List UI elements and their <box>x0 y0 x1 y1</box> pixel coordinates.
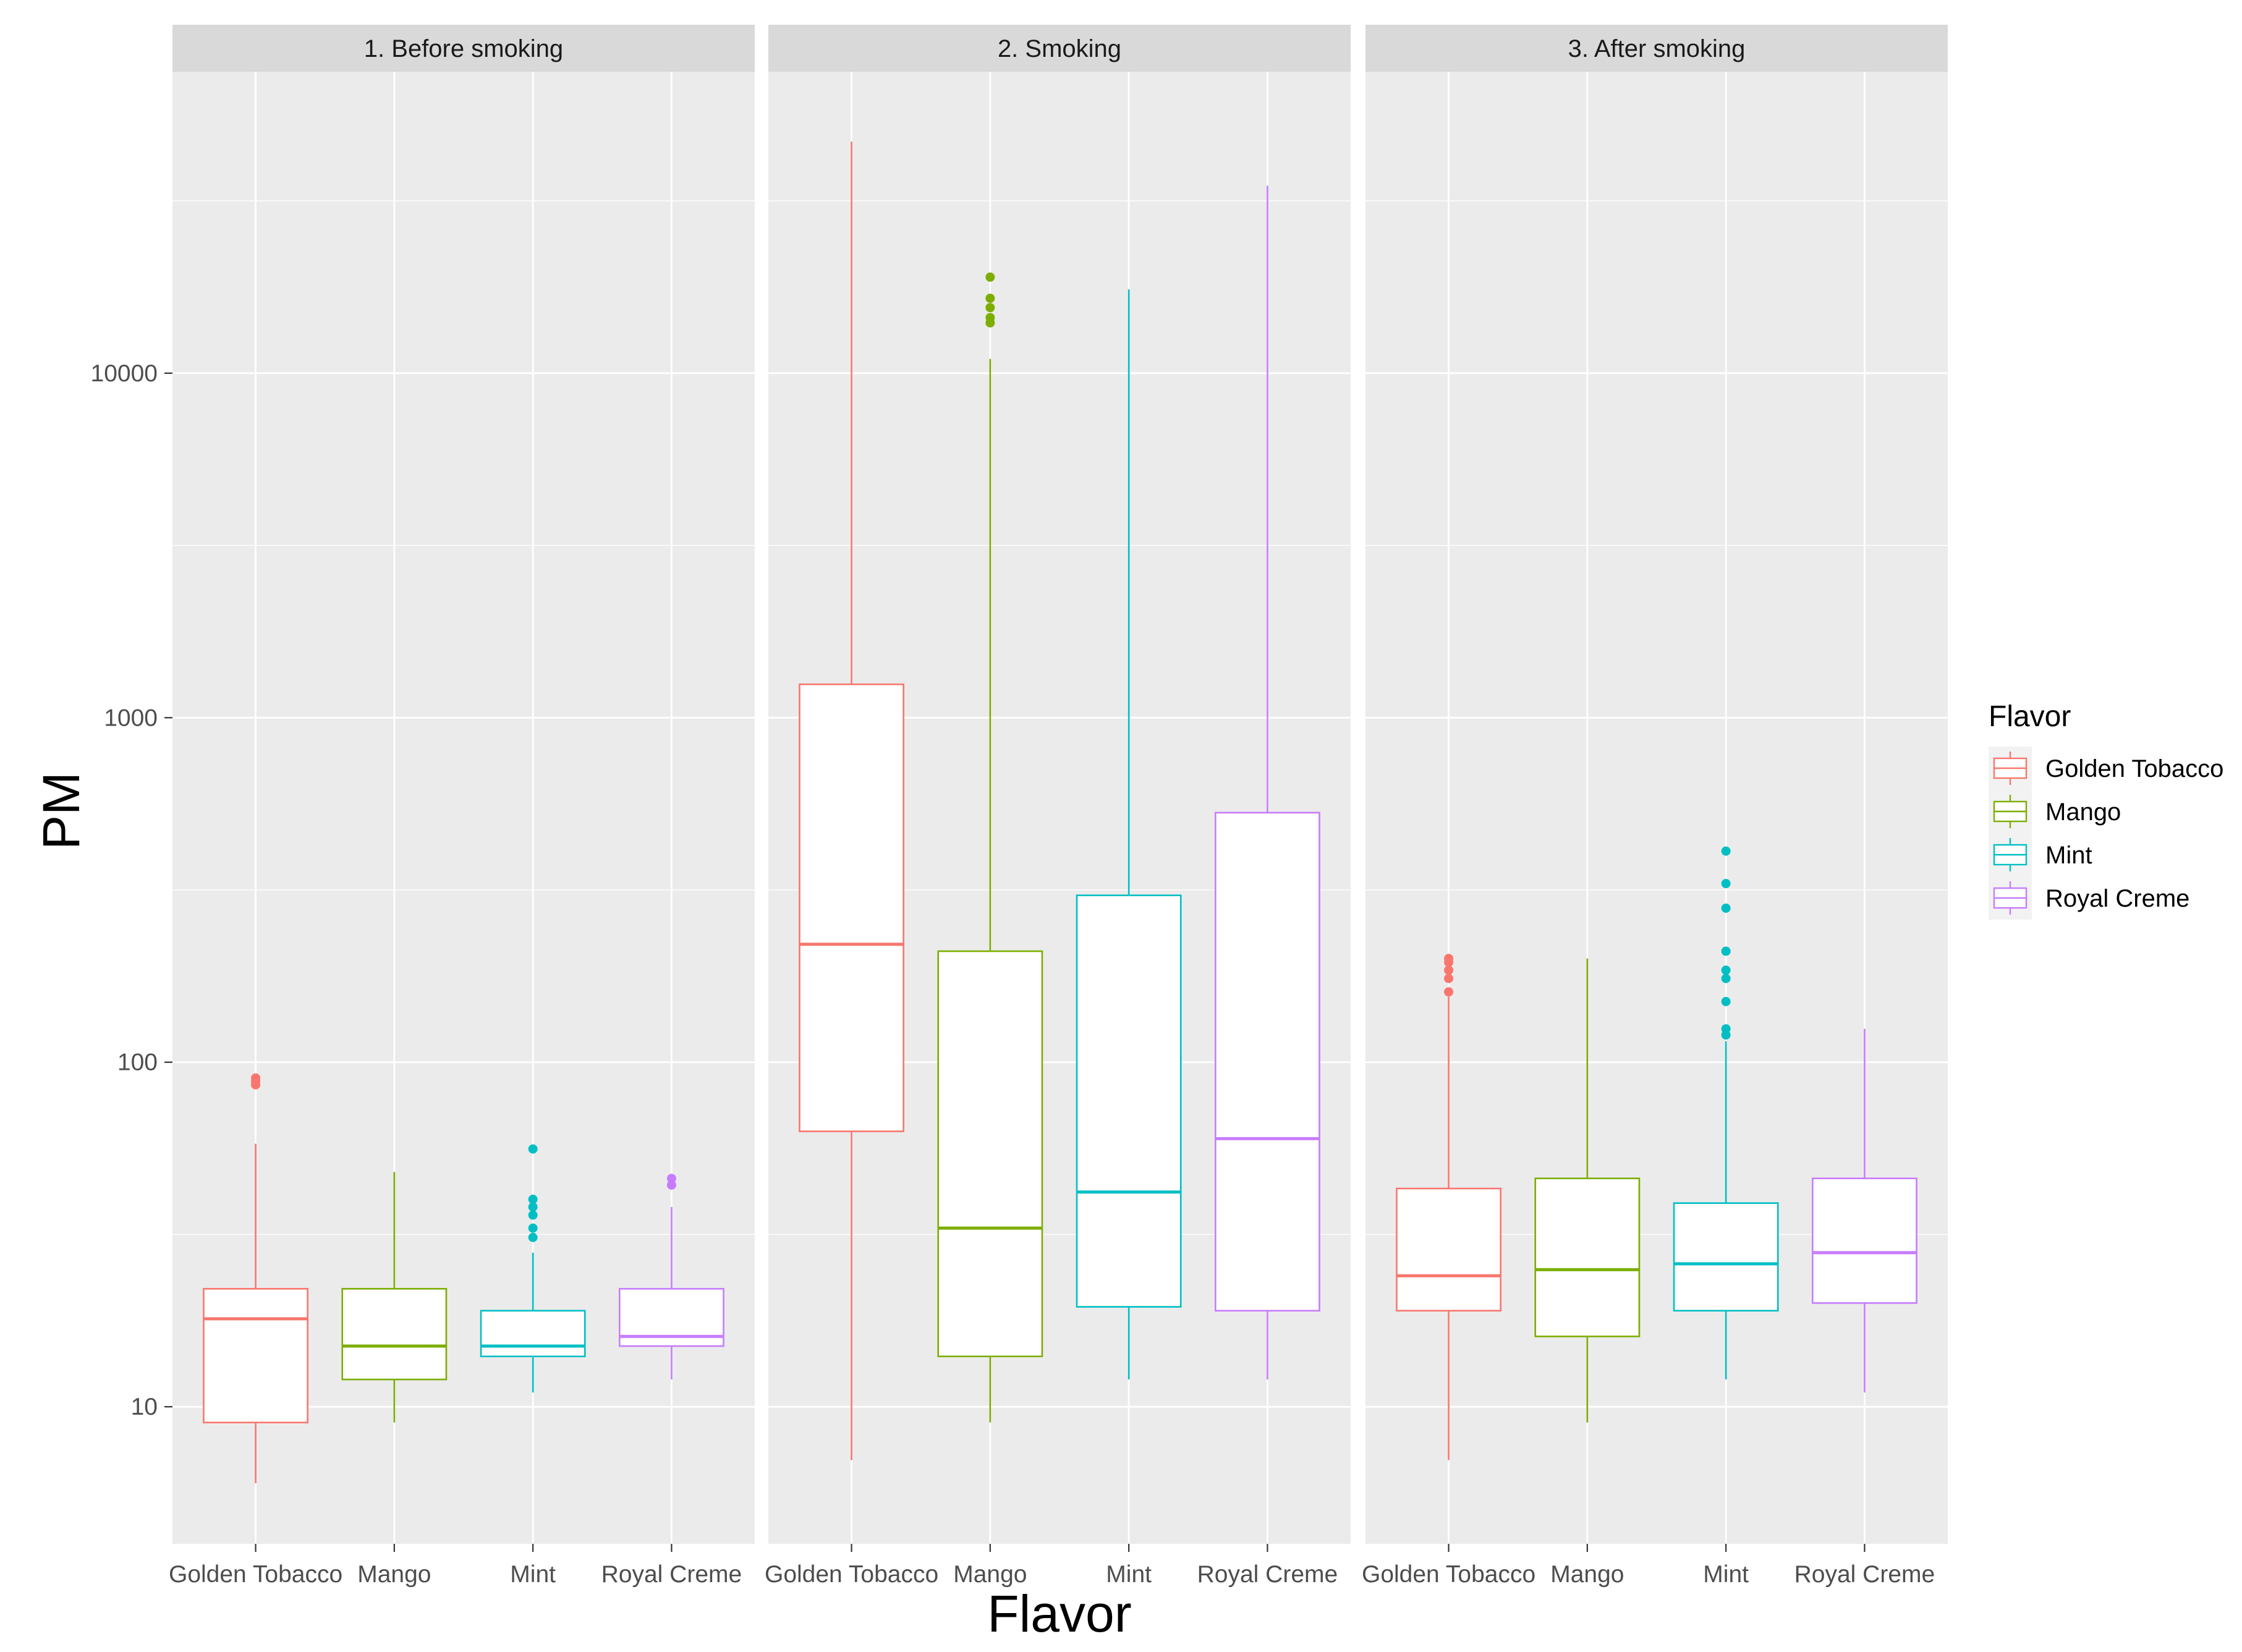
facet-panels: 1. Before smoking Golden Tobacco Mango Mint… <box>169 25 1948 1588</box>
legend-label: Golden Tobacco <box>2045 755 2223 782</box>
box-royal-creme <box>619 1174 724 1380</box>
x-tick-label: Mint <box>1703 1561 1749 1588</box>
x-tick-label: Royal Creme <box>1794 1561 1935 1588</box>
outlier-point <box>985 303 995 313</box>
outlier-point <box>1721 846 1731 856</box>
outlier-point <box>985 272 995 282</box>
outlier-point <box>1721 903 1731 913</box>
y-tick-label: 10000 <box>91 360 158 387</box>
box-royal-creme <box>1812 1028 1917 1393</box>
iqr-box <box>203 1287 308 1423</box>
x-tick-label: Golden Tobacco <box>1362 1561 1535 1588</box>
outlier-point <box>1444 954 1454 964</box>
iqr-box <box>1215 811 1320 1312</box>
facet-panel: 2. Smoking Golden Tobacco Mango Mint Royal C… <box>765 25 1351 1588</box>
outlier-point <box>528 1202 538 1212</box>
iqr-box <box>341 1287 448 1381</box>
outlier-point <box>1721 946 1731 956</box>
outlier-point <box>985 313 995 323</box>
outlier-point <box>1444 973 1454 983</box>
y-axis-title: PM <box>32 772 90 850</box>
outlier-point <box>666 1174 676 1184</box>
iqr-box <box>1534 1177 1641 1337</box>
box-golden-tobacco <box>1396 954 1501 1460</box>
legend-label: Royal Creme <box>2045 885 2189 912</box>
iqr-box <box>1673 1202 1779 1312</box>
iqr-box <box>799 683 904 1132</box>
y-tick-label: 1000 <box>104 705 158 731</box>
legend: Flavor Golden Tobacco Mango Mint Royal Creme <box>1989 700 2223 920</box>
box-golden-tobacco <box>799 142 904 1460</box>
outlier-point <box>251 1073 261 1083</box>
outlier-point <box>1444 965 1454 975</box>
facet-strip-label: 2. Smoking <box>998 35 1121 62</box>
outlier-point <box>1721 1024 1731 1034</box>
outlier-point <box>666 1180 676 1190</box>
x-tick-label: Golden Tobacco <box>169 1561 342 1588</box>
x-tick-label: Royal Creme <box>601 1561 742 1588</box>
facet-strip-label: 3. After smoking <box>1568 35 1746 62</box>
outlier-point <box>1721 997 1731 1007</box>
iqr-box <box>937 950 1043 1358</box>
outlier-point <box>985 294 995 303</box>
legend-key <box>1993 838 2028 871</box>
legend-label: Mint <box>2045 842 2092 869</box>
iqr-box <box>1812 1177 1917 1304</box>
x-tick-label: Royal Creme <box>1197 1561 1338 1588</box>
legend-title: Flavor <box>1989 700 2071 733</box>
box-mango <box>1534 958 1641 1423</box>
outlier-point <box>1444 987 1454 997</box>
outlier-point <box>1721 879 1731 889</box>
iqr-box <box>1396 1187 1501 1312</box>
box-mint <box>1076 289 1182 1380</box>
legend-key <box>1993 881 2028 915</box>
legend-key <box>1993 795 2028 828</box>
box-mango <box>937 272 1043 1423</box>
legend-key <box>1993 752 2028 785</box>
outlier-point <box>528 1210 538 1220</box>
box-royal-creme <box>1215 185 1320 1380</box>
panel-background <box>1365 72 1948 1544</box>
outlier-point <box>1721 965 1731 975</box>
facet-strip <box>768 25 1351 72</box>
y-tick-label: 10 <box>131 1394 158 1420</box>
facet-strip <box>172 25 755 72</box>
x-tick-label: Mango <box>953 1561 1027 1588</box>
y-tick-label: 100 <box>117 1049 158 1076</box>
facet-strip <box>1365 25 1948 72</box>
iqr-box <box>480 1310 586 1358</box>
x-tick-label: Mint <box>1106 1561 1152 1588</box>
x-tick-label: Golden Tobacco <box>765 1561 938 1588</box>
outlier-point <box>528 1232 538 1242</box>
y-axis: 10 100 1000 10000 <box>91 360 172 1420</box>
x-tick-label: Mango <box>1550 1561 1624 1588</box>
box-golden-tobacco <box>203 1073 308 1483</box>
facet-panel: 1. Before smoking Golden Tobacco Mango Mint… <box>169 25 755 1588</box>
outlier-point <box>528 1144 538 1154</box>
facet-strip-label: 1. Before smoking <box>364 35 563 62</box>
box-mint <box>480 1144 586 1393</box>
x-axis-title: Flavor <box>987 1585 1131 1643</box>
outlier-point <box>1721 973 1731 983</box>
outlier-point <box>528 1195 538 1205</box>
box-mango <box>341 1172 448 1423</box>
box-mint <box>1673 846 1779 1380</box>
x-tick-label: Mango <box>357 1561 431 1588</box>
outlier-point <box>528 1223 538 1233</box>
legend-label: Mango <box>2045 798 2121 826</box>
x-tick-label: Mint <box>510 1561 556 1588</box>
facet-panel: 3. After smoking Golden Tobacco Mango Mint R… <box>1362 25 1948 1588</box>
iqr-box <box>1076 894 1182 1308</box>
